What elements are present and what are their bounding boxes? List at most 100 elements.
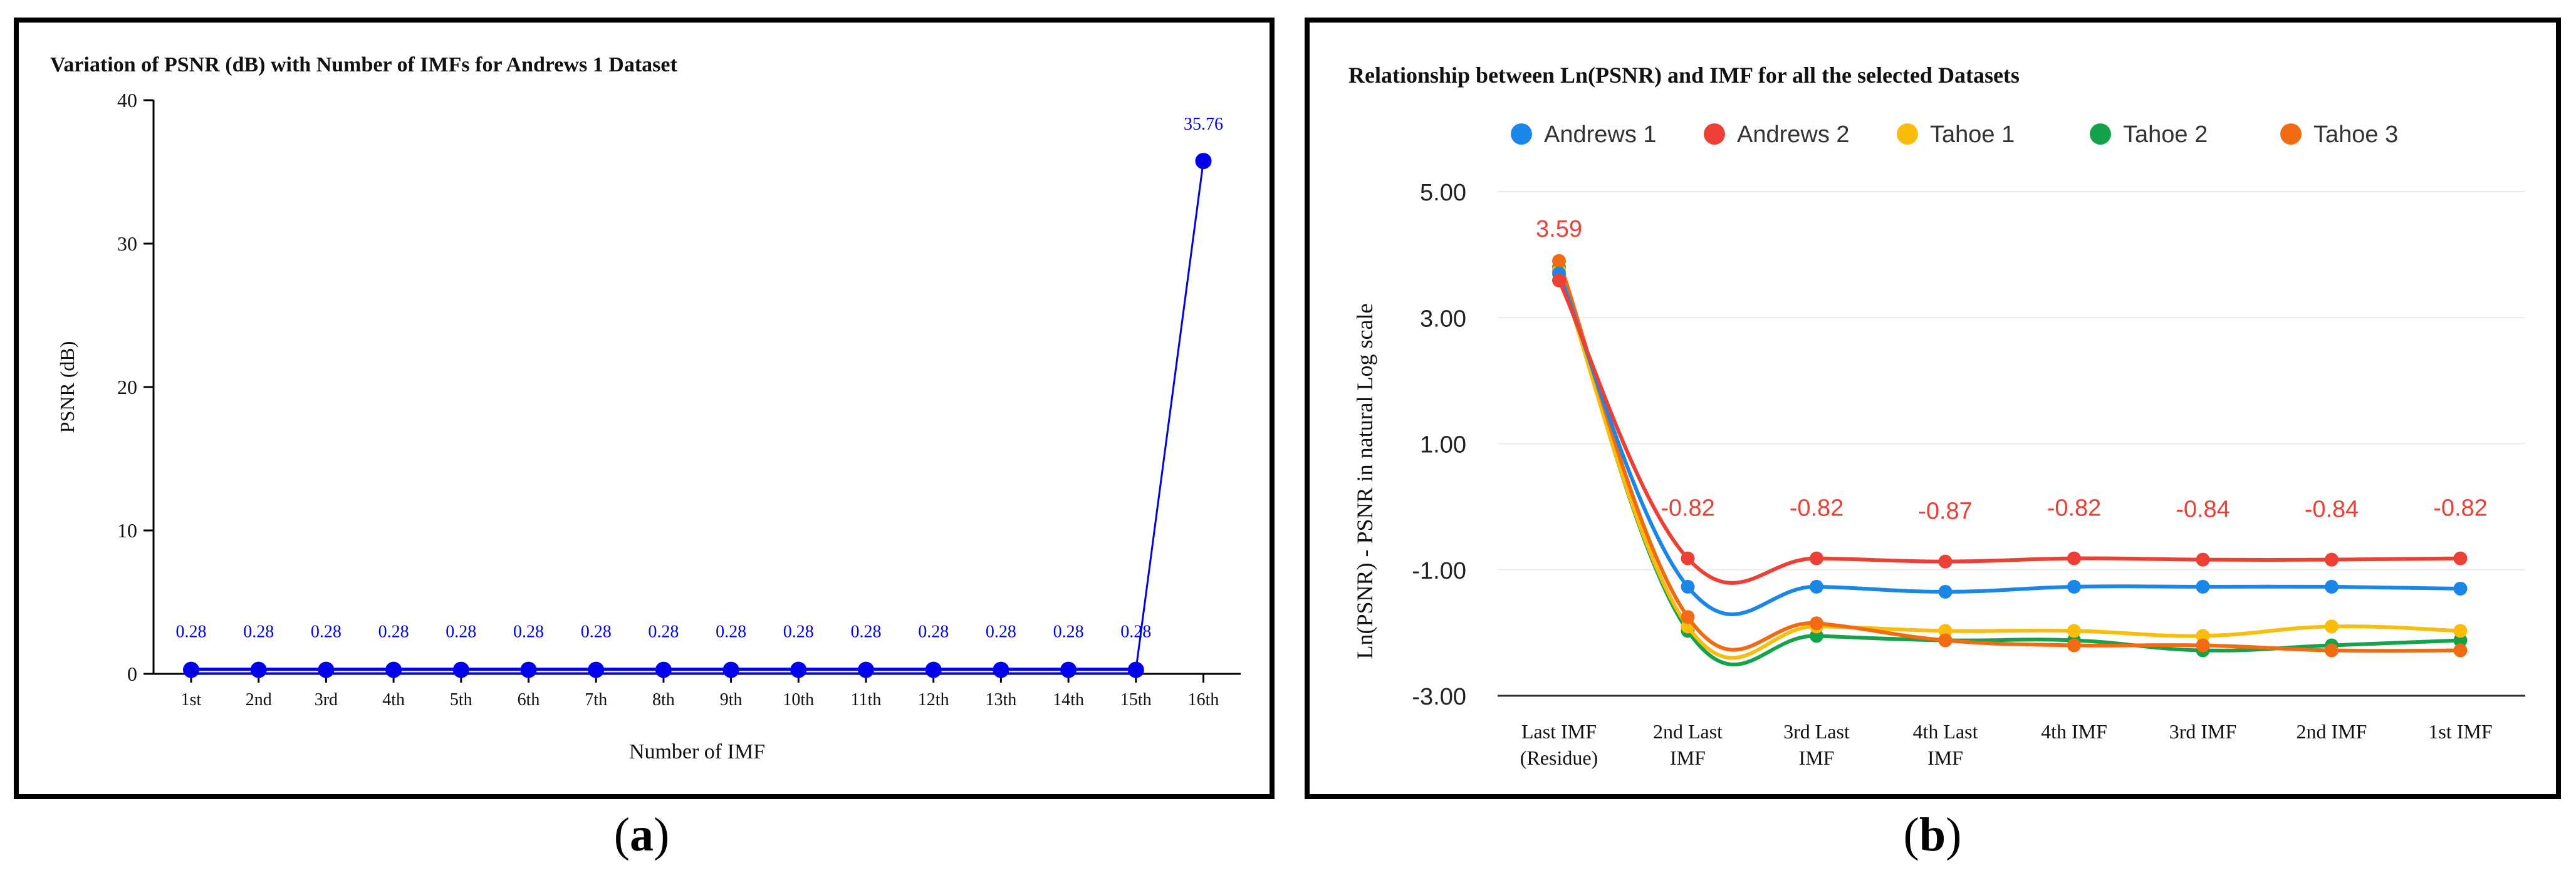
- data-point: [250, 661, 267, 678]
- data-point: [925, 661, 942, 678]
- data-point: [858, 661, 874, 678]
- x-tick-label-line: Last IMF: [1521, 720, 1597, 743]
- y-tick-label: 30: [117, 232, 137, 255]
- x-tick-label: 2nd Last IMF: [1653, 720, 1723, 769]
- data-label: 0.28: [378, 622, 409, 642]
- legend-label: Andrews 2: [1737, 121, 1850, 148]
- y-tick-label: -3.00: [1412, 684, 1466, 710]
- x-tick-label-line: IMF: [1670, 746, 1706, 769]
- data-point-andrews-2: [1681, 551, 1695, 566]
- x-tick-label-line: IMF: [1927, 746, 1963, 769]
- data-label: -0.82: [1790, 495, 1844, 522]
- data-point-andrews-1: [2067, 579, 2081, 594]
- data-label: 0.28: [176, 622, 207, 642]
- panel-b-caption: (b): [1903, 808, 1962, 861]
- x-tick-label: 2nd IMF: [2297, 720, 2367, 743]
- x-tick-label-line: IMF: [1799, 746, 1835, 769]
- x-tick-label: Last IMF (Residue): [1520, 720, 1598, 769]
- data-label: 0.28: [446, 622, 476, 642]
- legend-marker: [1704, 123, 1725, 145]
- data-point-tahoe-2: [1810, 629, 1823, 643]
- data-point-tahoe-1: [1938, 624, 1953, 638]
- x-tick-label: 4th Last IMF: [1913, 720, 1978, 769]
- x-tick-label: 9th: [720, 690, 743, 710]
- legend-marker: [1897, 123, 1918, 145]
- x-tick-label-line: 3rd Last: [1783, 720, 1850, 743]
- data-point-andrews-2: [1810, 551, 1823, 566]
- x-tick-label-line: 4th Last: [1913, 720, 1978, 743]
- x-tick-label: 7th: [585, 690, 607, 710]
- y-tick-label: -1.00: [1412, 558, 1466, 584]
- y-axis-label: Ln(PSNR) - PSNR in natural Log scale: [1352, 304, 1377, 659]
- data-point: [183, 661, 199, 678]
- chart-panel-b: Relationship between Ln(PSNR) and IMF fo…: [1305, 18, 2561, 799]
- data-point: [318, 661, 335, 678]
- chart-title: Relationship between Ln(PSNR) and IMF fo…: [1348, 63, 2020, 88]
- data-point-tahoe-3: [1938, 633, 1953, 648]
- data-point-andrews-1: [1938, 584, 1953, 599]
- data-label: -0.82: [2047, 495, 2102, 522]
- data-point-andrews-2: [2196, 552, 2210, 567]
- y-tick-label: 0: [127, 663, 137, 685]
- data-point-tahoe-1: [2325, 619, 2339, 634]
- x-tick-label-line: 1st IMF: [2428, 720, 2492, 743]
- data-point-tahoe-1: [2067, 624, 2081, 638]
- data-point-andrews-2: [1552, 273, 1566, 287]
- data-point: [655, 661, 672, 678]
- data-label: 0.28: [311, 622, 342, 642]
- legend-label: Tahoe 2: [2123, 121, 2208, 148]
- data-point: [385, 661, 402, 678]
- data-label: -0.82: [2433, 495, 2488, 522]
- x-tick-label: 4th IMF: [2041, 720, 2107, 743]
- data-label: -0.84: [2305, 497, 2359, 523]
- x-tick-label: 5th: [450, 690, 472, 710]
- x-tick-label: 12th: [918, 690, 949, 710]
- data-label: 0.28: [648, 622, 679, 642]
- data-point-andrews-2: [2325, 552, 2339, 567]
- y-tick-label: 20: [117, 376, 137, 398]
- x-axis-label: Number of IMF: [629, 740, 765, 763]
- x-tick-label: 3rd IMF: [2169, 720, 2237, 743]
- data-point: [993, 661, 1009, 678]
- data-point-tahoe-3: [1810, 616, 1823, 631]
- data-point: [790, 661, 807, 678]
- data-label: 3.59: [1536, 216, 1582, 242]
- data-point-andrews-2: [2067, 551, 2081, 566]
- data-label: -0.87: [1918, 498, 1973, 525]
- x-tick-label: 11th: [851, 690, 882, 710]
- chart-title: Variation of PSNR (dB) with Number of IM…: [50, 53, 677, 76]
- x-tick-label-line: (Residue): [1520, 746, 1598, 769]
- data-point-tahoe-3: [1552, 254, 1566, 268]
- data-point-tahoe-2: [2453, 633, 2468, 648]
- data-point: [1127, 661, 1144, 678]
- panel-a-caption: (a): [613, 808, 670, 861]
- data-point: [1195, 153, 1212, 170]
- x-tick-label: 6th: [518, 690, 540, 710]
- x-tick-label: 8th: [652, 690, 675, 710]
- y-tick-label: 3.00: [1420, 306, 1466, 332]
- x-tick-label: 1st IMF: [2428, 720, 2492, 743]
- legend-marker: [1511, 123, 1532, 145]
- data-point-tahoe-1: [2453, 624, 2468, 638]
- x-tick-label: 15th: [1120, 690, 1152, 710]
- legend-label: Andrews 1: [1544, 121, 1657, 148]
- x-tick-label: 14th: [1053, 690, 1084, 710]
- data-point-andrews-2: [2453, 551, 2468, 566]
- panel-b-caption-letter: b: [1919, 808, 1946, 861]
- x-tick-label-line: 3rd IMF: [2169, 720, 2237, 743]
- data-point-andrews-1: [1681, 579, 1695, 594]
- series-line-andrews-2: [1557, 279, 2461, 585]
- data-point-tahoe-3: [1681, 610, 1695, 624]
- data-label: 0.28: [1053, 622, 1084, 642]
- y-axis-label: PSNR (dB): [56, 341, 78, 433]
- legend-label: Tahoe 1: [1930, 121, 2015, 148]
- series-line-tahoe-2: [1557, 266, 2461, 666]
- x-tick-label: 4th: [382, 690, 405, 710]
- x-tick-label-line: 2nd IMF: [2297, 720, 2367, 743]
- data-label: -0.82: [1661, 495, 1715, 522]
- y-tick-label: 1.00: [1420, 432, 1466, 458]
- data-label: 35.76: [1184, 115, 1223, 134]
- series-line-andrews-1: [1557, 272, 2461, 617]
- y-tick-label: 10: [117, 519, 137, 542]
- data-point-tahoe-3: [2453, 643, 2468, 658]
